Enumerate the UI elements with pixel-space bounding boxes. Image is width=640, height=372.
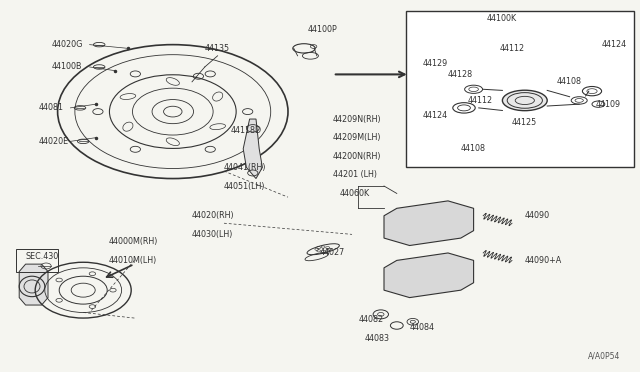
Text: 44100K: 44100K: [486, 14, 516, 23]
Text: 44030(LH): 44030(LH): [192, 230, 234, 239]
Text: 44201 (LH): 44201 (LH): [333, 170, 377, 179]
Text: 44082: 44082: [358, 315, 383, 324]
Text: 44200N(RH): 44200N(RH): [333, 152, 381, 161]
Text: 44100B: 44100B: [51, 62, 82, 71]
Text: 44100P: 44100P: [307, 25, 337, 34]
Text: 44020G: 44020G: [51, 40, 83, 49]
Bar: [16, 249, 58, 272]
Text: 44209N(RH): 44209N(RH): [333, 115, 381, 124]
Text: 44124: 44124: [422, 111, 447, 120]
Text: 44041(RH): 44041(RH): [224, 163, 266, 172]
Text: 44112: 44112: [467, 96, 492, 105]
Text: 44020E: 44020E: [38, 137, 68, 146]
Text: SEC.430: SEC.430: [26, 252, 59, 261]
Text: 44051(LH): 44051(LH): [224, 182, 266, 190]
Text: 44020(RH): 44020(RH): [192, 211, 235, 220]
Text: 44084: 44084: [410, 323, 435, 332]
Text: 44060K: 44060K: [339, 189, 369, 198]
Text: 44090: 44090: [525, 211, 550, 220]
Polygon shape: [384, 201, 474, 246]
Polygon shape: [243, 119, 262, 179]
Text: 44108: 44108: [557, 77, 582, 86]
Text: 44125: 44125: [512, 118, 537, 127]
Polygon shape: [384, 253, 474, 298]
Bar: [406, 11, 634, 167]
Text: 44124: 44124: [602, 40, 627, 49]
Text: 44118D: 44118D: [230, 126, 262, 135]
Polygon shape: [19, 264, 48, 305]
Text: 44128: 44128: [448, 70, 473, 79]
Text: 44129: 44129: [422, 59, 447, 68]
Text: 44109: 44109: [595, 100, 620, 109]
Text: 44135: 44135: [205, 44, 230, 53]
Text: 44010M(LH): 44010M(LH): [109, 256, 157, 265]
Text: A/A0P54: A/A0P54: [588, 352, 621, 361]
Text: 44090+A: 44090+A: [525, 256, 562, 265]
Text: 44108: 44108: [461, 144, 486, 153]
Text: 44209M(LH): 44209M(LH): [333, 133, 381, 142]
Text: 44083: 44083: [365, 334, 390, 343]
Text: 44081: 44081: [38, 103, 63, 112]
Text: 44112: 44112: [499, 44, 524, 53]
Text: 44000M(RH): 44000M(RH): [109, 237, 158, 246]
Text: 44027: 44027: [320, 248, 345, 257]
Ellipse shape: [502, 90, 547, 111]
